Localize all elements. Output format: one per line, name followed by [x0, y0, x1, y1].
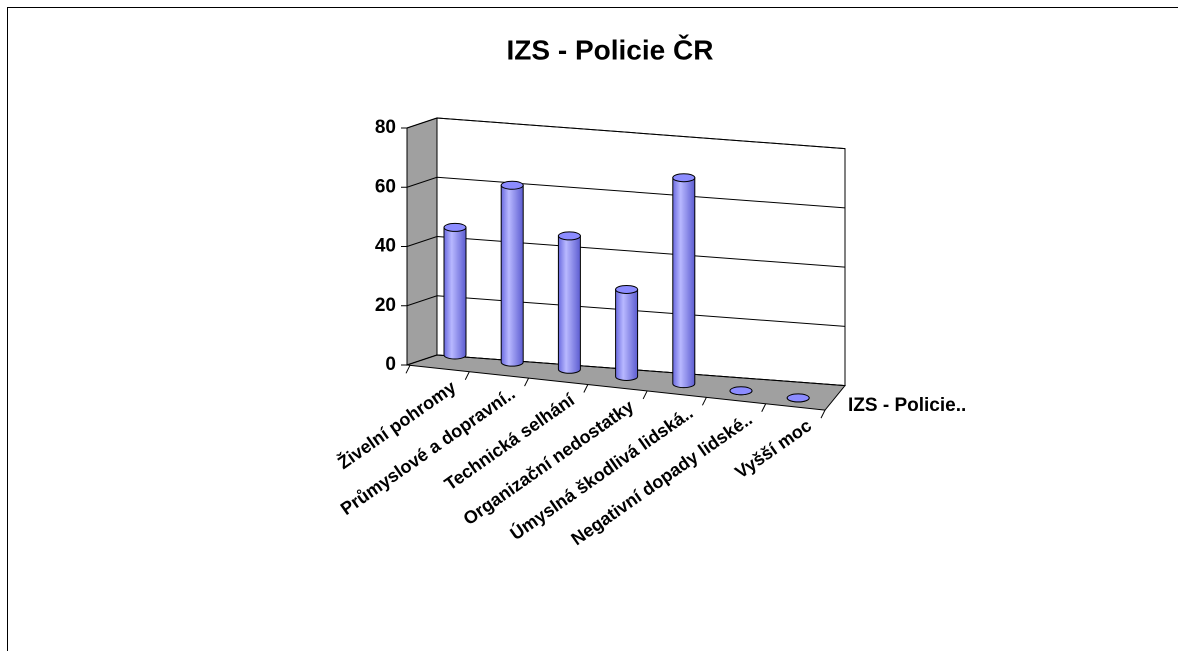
bar-top [729, 386, 753, 396]
x-tick [761, 403, 767, 412]
grid-line [406, 354, 846, 387]
x-tick [524, 377, 530, 387]
bar-top [786, 393, 810, 403]
bar [786, 393, 810, 403]
bar-body [672, 177, 696, 389]
grid-line [406, 235, 846, 268]
bar [443, 222, 467, 360]
bar-body [443, 226, 467, 360]
bar [500, 180, 524, 367]
x-tick [464, 371, 470, 380]
bar [615, 284, 639, 381]
x-tick [405, 365, 411, 374]
grid-line [406, 295, 846, 327]
y-tick-label: 40 [375, 236, 396, 257]
bar [672, 173, 696, 389]
y-tick-label: 0 [385, 354, 396, 375]
x-tick [820, 409, 826, 419]
series-label: IZS - Policie.. [848, 395, 966, 416]
bar [557, 231, 581, 374]
bar-body [615, 288, 639, 381]
bar-top [557, 231, 581, 241]
bar-body [557, 235, 581, 374]
x-tick [583, 384, 589, 393]
bar-body [500, 184, 524, 367]
bar-top [500, 180, 524, 190]
bar-top [672, 173, 696, 183]
bar [729, 386, 753, 396]
x-tick [642, 390, 648, 400]
chart-title: IZS - Policie ČR [507, 33, 714, 65]
grid-line [406, 176, 846, 209]
y-tick-label: 60 [375, 176, 396, 197]
x-tick [701, 397, 707, 406]
y-tick-label: 20 [375, 295, 396, 316]
y-tick-label: 80 [375, 117, 396, 138]
grid-line [406, 117, 846, 150]
bar-top [443, 222, 467, 232]
bar-top [615, 284, 639, 294]
